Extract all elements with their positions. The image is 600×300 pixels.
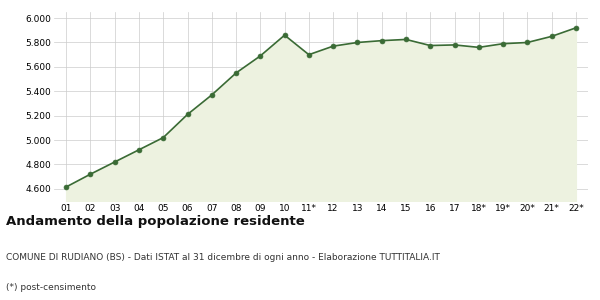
- Text: COMUNE DI RUDIANO (BS) - Dati ISTAT al 31 dicembre di ogni anno - Elaborazione T: COMUNE DI RUDIANO (BS) - Dati ISTAT al 3…: [6, 254, 440, 262]
- Text: (*) post-censimento: (*) post-censimento: [6, 284, 96, 292]
- Text: Andamento della popolazione residente: Andamento della popolazione residente: [6, 214, 305, 227]
